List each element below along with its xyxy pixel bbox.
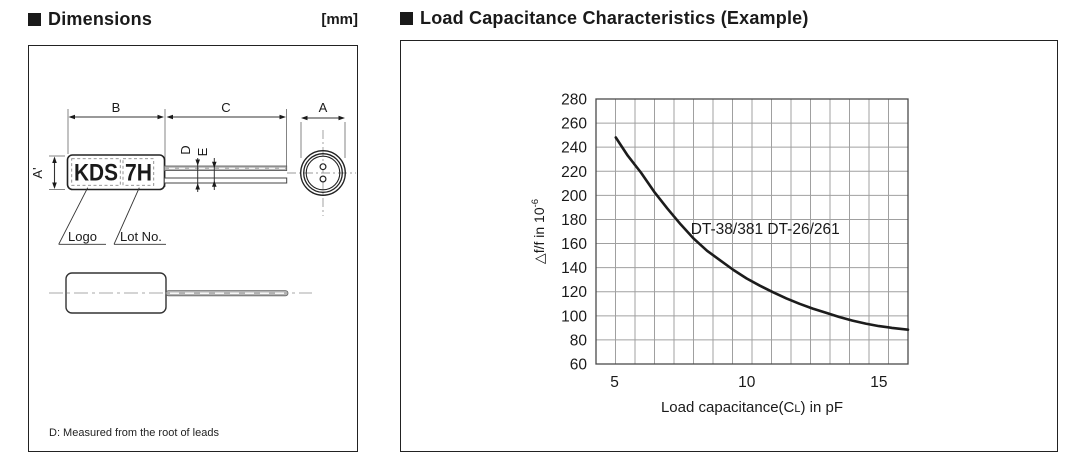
logo-pointer: Logo bbox=[58, 187, 106, 245]
x-axis-title: Load capacitance(CL) in pF bbox=[661, 399, 843, 416]
x-tick-label: 5 bbox=[610, 374, 619, 391]
lot-pointer-label: Lot No. bbox=[120, 229, 162, 244]
mm-unit-label: [mm] bbox=[321, 11, 358, 28]
y-tick-label: 160 bbox=[561, 236, 587, 253]
chart-title: Load Capacitance Characteristics (Exampl… bbox=[420, 8, 809, 28]
dimension-c: C bbox=[166, 100, 287, 167]
end-view: A bbox=[287, 100, 356, 216]
y-tick-label: 200 bbox=[561, 188, 587, 205]
series-annotation: DT-38/381 DT-26/261 bbox=[691, 221, 840, 238]
dim-b-label: B bbox=[112, 100, 121, 115]
dim-e-label: E bbox=[195, 147, 210, 156]
leads-top-view bbox=[163, 165, 288, 184]
x-tick-label: 15 bbox=[870, 374, 887, 391]
dimensions-header: Dimensions bbox=[28, 9, 152, 30]
dimensions-drawing: B C A' bbox=[30, 100, 356, 439]
dimension-a-prime: A' bbox=[30, 155, 65, 190]
crystal-body-top-view: KDS 7H bbox=[66, 154, 166, 191]
bullet-square-icon bbox=[400, 12, 413, 25]
curve-DT-38/381 DT-26/261 bbox=[614, 136, 910, 331]
dimension-d: D bbox=[178, 145, 200, 192]
dim-c-label: C bbox=[221, 100, 230, 115]
load-capacitance-panel: 280 260 240 220 200 180 160 140 120 100 80 60 5 10 15 D… bbox=[400, 40, 1058, 452]
y-tick-label: 220 bbox=[561, 164, 587, 181]
dim-a-label: A bbox=[319, 100, 328, 115]
logo-pointer-label: Logo bbox=[68, 229, 97, 244]
marking-logo-text: KDS bbox=[74, 160, 118, 187]
dimensions-panel: B C A' bbox=[28, 45, 358, 452]
chart-header: Load Capacitance Characteristics (Exampl… bbox=[400, 8, 809, 29]
marking-lot-text: 7H bbox=[125, 160, 152, 187]
y-tick-label: 240 bbox=[561, 140, 587, 157]
lot-pointer: Lot No. bbox=[113, 187, 166, 245]
y-tick-label: 60 bbox=[570, 357, 588, 374]
load-capacitance-chart: 280 260 240 220 200 180 160 140 120 100 80 60 5 10 15 D… bbox=[530, 92, 910, 416]
y-tick-label: 260 bbox=[561, 116, 587, 133]
y-tick-label: 140 bbox=[561, 260, 587, 277]
bullet-square-icon bbox=[28, 13, 41, 26]
dimension-e: E bbox=[195, 147, 217, 190]
y-tick-label: 180 bbox=[561, 212, 587, 229]
y-axis-title: △f/f in 10-6 bbox=[530, 199, 547, 264]
y-tick-label: 280 bbox=[561, 92, 587, 109]
y-tick-label: 120 bbox=[561, 284, 587, 301]
y-tick-label: 100 bbox=[561, 308, 587, 325]
side-view bbox=[49, 272, 312, 314]
dimensions-title: Dimensions bbox=[48, 9, 153, 29]
dim-a-prime-label: A' bbox=[30, 167, 45, 178]
y-tick-label: 80 bbox=[570, 332, 588, 349]
dim-d-label: D bbox=[178, 145, 193, 154]
dimension-note: D: Measured from the root of leads bbox=[49, 427, 219, 439]
x-tick-label: 10 bbox=[738, 374, 756, 391]
plot-frame bbox=[595, 98, 909, 365]
